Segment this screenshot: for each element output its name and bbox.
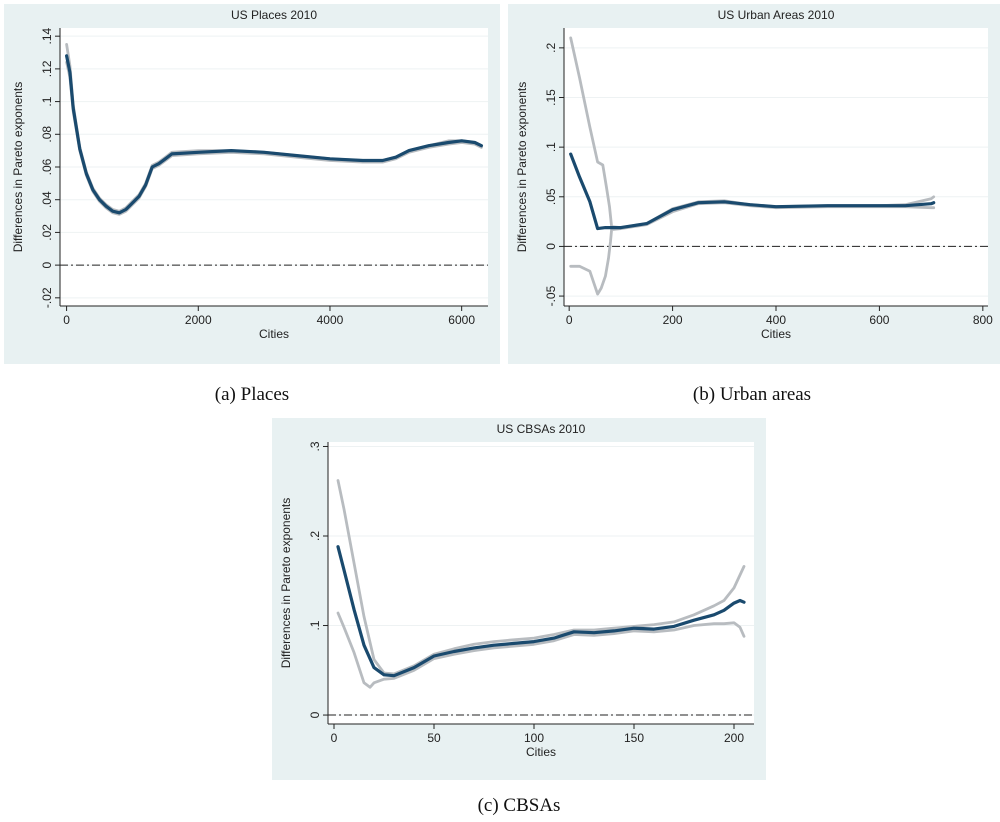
x-tick-label: 0 [63,313,70,327]
x-tick-label: 0 [331,731,338,745]
y-tick-label: .08 [40,126,54,143]
chart-places: US Places 2010 -.02 0 .02 .04 .06 .08 .1 .12 .14 0… [11,8,488,341]
x-tick-label: 600 [869,313,889,327]
chart-urban-areas: US Urban Areas 2010 -.05 0 .05 .1 .15 .2 0 200 40… [515,8,993,341]
series-line-estimate [569,152,936,231]
y-tick-label: .06 [40,158,54,175]
chart-panel-cbsas: US CBSAs 2010 0 .1 .2 .3 0 50 100 150 200 Cities Di… [272,418,766,780]
y-tick-label: 0 [40,261,54,268]
chart-panel-urban-areas: US Urban Areas 2010 -.05 0 .05 .1 .15 .2 0 200 40… [508,4,1000,364]
chart-title: US Places 2010 [231,8,317,22]
y-tick-label: .1 [308,620,322,630]
x-tick-label: 6000 [448,313,475,327]
y-tick-label: .15 [544,89,558,106]
y-tick-label: .04 [40,191,54,208]
y-tick-label: .05 [544,188,558,205]
x-tick-label: 0 [566,313,573,327]
caption-cbsas: (c) CBSAs [477,795,561,816]
x-tick-label: 2000 [185,313,212,327]
x-tick-label: 200 [724,731,744,745]
chart-title: US Urban Areas 2010 [718,8,835,22]
plot-area [328,442,754,724]
series-line-lower-band [336,611,746,689]
series-line-upper-band [336,479,746,676]
series-line-estimate [336,545,746,678]
caption-urban-areas: (b) Urban areas [692,384,812,405]
x-axis-label: Cities [526,745,556,759]
y-tick-label: .1 [40,96,54,106]
y-axis-label: Differences in Pareto exponents [279,498,293,669]
y-axis-label: Differences in Pareto exponents [11,82,25,253]
y-axis-label: Differences in Pareto exponents [515,82,529,253]
y-tick-label: .2 [544,43,558,53]
series-line-estimate [64,54,483,215]
plot-area [564,28,988,306]
x-tick-label: 50 [427,731,441,745]
y-tick-label: .02 [40,224,54,241]
y-tick-label: 0 [308,711,322,718]
caption-places: (a) Places [214,384,290,405]
x-tick-label: 200 [663,313,683,327]
x-tick-label: 150 [624,731,644,745]
y-tick-label: .3 [308,441,322,451]
x-axis-label: Cities [761,327,791,341]
x-tick-label: 100 [524,731,544,745]
y-tick-label: 0 [544,243,558,250]
y-tick-label: .2 [308,531,322,541]
x-tick-label: 800 [973,313,993,327]
chart-cbsas: US CBSAs 2010 0 .1 .2 .3 0 50 100 150 200 Cities Di… [279,422,754,759]
y-tick-label: .12 [40,60,54,77]
y-tick-label: -.05 [544,285,558,306]
chart-panel-places: US Places 2010 -.02 0 .02 .04 .06 .08 .1 .12 .14 0… [4,4,500,364]
x-axis-label: Cities [259,327,289,341]
y-tick-label: -.02 [40,287,54,308]
chart-title: US CBSAs 2010 [497,422,586,436]
y-tick-label: .1 [544,142,558,152]
x-tick-label: 400 [766,313,786,327]
y-tick-label: .14 [40,28,54,45]
x-tick-label: 4000 [317,313,344,327]
